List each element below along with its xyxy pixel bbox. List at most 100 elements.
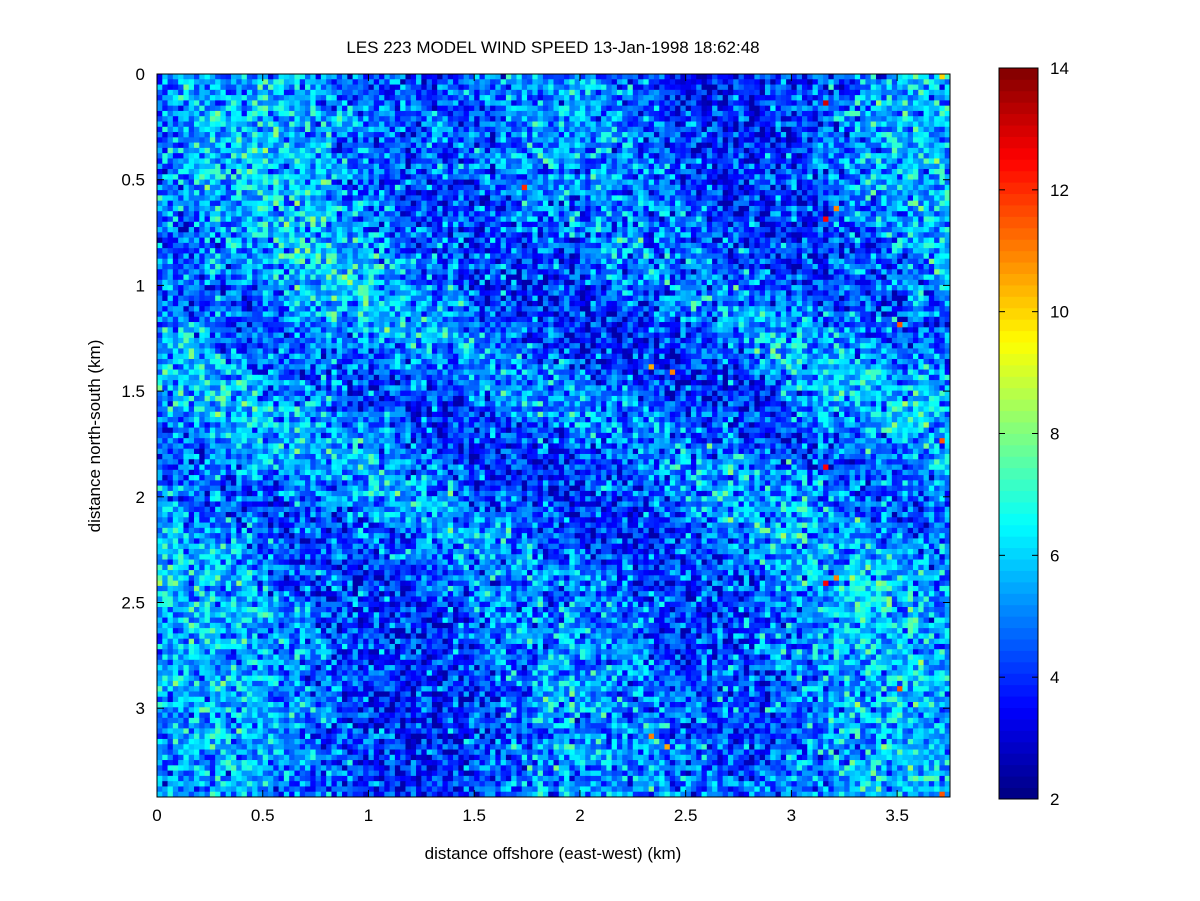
heatmap-cell xyxy=(770,100,776,107)
heatmap-cell xyxy=(289,232,295,238)
heatmap-cell xyxy=(881,205,887,212)
heatmap-cell xyxy=(897,200,903,207)
heatmap-cell xyxy=(537,95,544,101)
heatmap-cell xyxy=(225,174,232,180)
heatmap-cell xyxy=(891,237,898,244)
heatmap-cell xyxy=(918,89,924,96)
heatmap-cell xyxy=(194,195,200,202)
heatmap-cell xyxy=(363,237,369,244)
heatmap-cell xyxy=(796,147,803,154)
heatmap-cell xyxy=(622,184,628,191)
heatmap-cell xyxy=(188,100,195,107)
heatmap-cell xyxy=(458,110,465,117)
heatmap-cell xyxy=(643,126,650,133)
heatmap-cell xyxy=(833,74,840,80)
heatmap-cell xyxy=(791,163,798,170)
heatmap-cell xyxy=(817,211,824,217)
heatmap-cell xyxy=(458,174,465,180)
heatmap-cell xyxy=(410,137,417,144)
heatmap-cell xyxy=(331,216,338,223)
heatmap-cell xyxy=(326,116,332,122)
heatmap-cell xyxy=(289,132,295,138)
heatmap-cell xyxy=(817,158,824,165)
heatmap-cell xyxy=(310,184,316,191)
heatmap-cell xyxy=(659,184,665,191)
heatmap-cell xyxy=(357,216,364,223)
heatmap-cell xyxy=(490,216,496,223)
heatmap-cell xyxy=(627,158,634,165)
heatmap-cell xyxy=(315,174,322,180)
heatmap-cell xyxy=(437,174,443,180)
heatmap-cell xyxy=(780,163,787,170)
heatmap-cell xyxy=(659,174,665,180)
heatmap-cell xyxy=(437,121,443,128)
heatmap-cell xyxy=(659,137,665,144)
heatmap-cell xyxy=(394,153,401,159)
heatmap-cell xyxy=(215,153,221,159)
heatmap-cell xyxy=(527,216,533,223)
heatmap-cell xyxy=(764,232,771,238)
heatmap-cell xyxy=(934,105,940,112)
heatmap-cell xyxy=(431,79,438,85)
heatmap-cell xyxy=(537,158,544,165)
heatmap-cell xyxy=(764,237,771,244)
heatmap-cell xyxy=(209,132,216,138)
heatmap-cell xyxy=(865,168,872,175)
heatmap-cell xyxy=(421,89,428,96)
heatmap-cell xyxy=(934,110,940,117)
heatmap-cell xyxy=(638,237,644,244)
heatmap-cell xyxy=(569,74,576,80)
heatmap-cell xyxy=(738,105,745,112)
heatmap-cell xyxy=(738,110,745,117)
heatmap-cell xyxy=(204,200,211,207)
heatmap-cell xyxy=(241,248,248,254)
heatmap-cell xyxy=(886,237,893,244)
heatmap-cell xyxy=(606,126,613,133)
heatmap-cell xyxy=(558,200,565,207)
heatmap-cell xyxy=(405,147,412,154)
heatmap-cell xyxy=(257,248,264,254)
heatmap-cell xyxy=(474,116,480,122)
heatmap-cell xyxy=(912,242,919,249)
heatmap-cell xyxy=(907,168,914,175)
heatmap-cell xyxy=(194,179,200,186)
heatmap-cell xyxy=(463,190,470,196)
heatmap-cell xyxy=(770,116,776,122)
heatmap-cell xyxy=(368,100,375,107)
heatmap-cell xyxy=(405,211,412,217)
heatmap-cell xyxy=(458,121,465,128)
heatmap-cell xyxy=(579,168,586,175)
heatmap-cell xyxy=(754,132,761,138)
heatmap-cell xyxy=(886,121,893,128)
heatmap-cell xyxy=(172,95,179,101)
heatmap-cell xyxy=(590,195,597,202)
heatmap-cell xyxy=(278,221,285,228)
heatmap-cell xyxy=(527,84,533,91)
heatmap-cell xyxy=(484,227,491,233)
heatmap-cell xyxy=(939,216,946,223)
heatmap-cell xyxy=(786,105,792,112)
heatmap-cell xyxy=(305,248,311,254)
heatmap-cell xyxy=(490,116,496,122)
heatmap-cell xyxy=(817,84,824,91)
heatmap-cell xyxy=(690,105,697,112)
heatmap-cell xyxy=(516,158,523,165)
heatmap-cell xyxy=(733,95,739,101)
heatmap-cell xyxy=(902,174,909,180)
heatmap-cell xyxy=(849,200,856,207)
heatmap-cell xyxy=(532,105,539,112)
heatmap-cell xyxy=(252,110,258,117)
heatmap-cell xyxy=(939,168,946,175)
heatmap-cell xyxy=(727,132,734,138)
heatmap-cell xyxy=(844,158,850,165)
heatmap-cell xyxy=(511,100,517,107)
heatmap-cell xyxy=(616,190,623,196)
heatmap-cell xyxy=(437,105,443,112)
heatmap-cell xyxy=(194,227,200,233)
heatmap-cell xyxy=(437,190,443,196)
heatmap-cell xyxy=(384,110,391,117)
heatmap-cell xyxy=(849,168,856,175)
heatmap-cell xyxy=(680,184,687,191)
heatmap-cell xyxy=(812,237,819,244)
heatmap-cell xyxy=(352,174,359,180)
